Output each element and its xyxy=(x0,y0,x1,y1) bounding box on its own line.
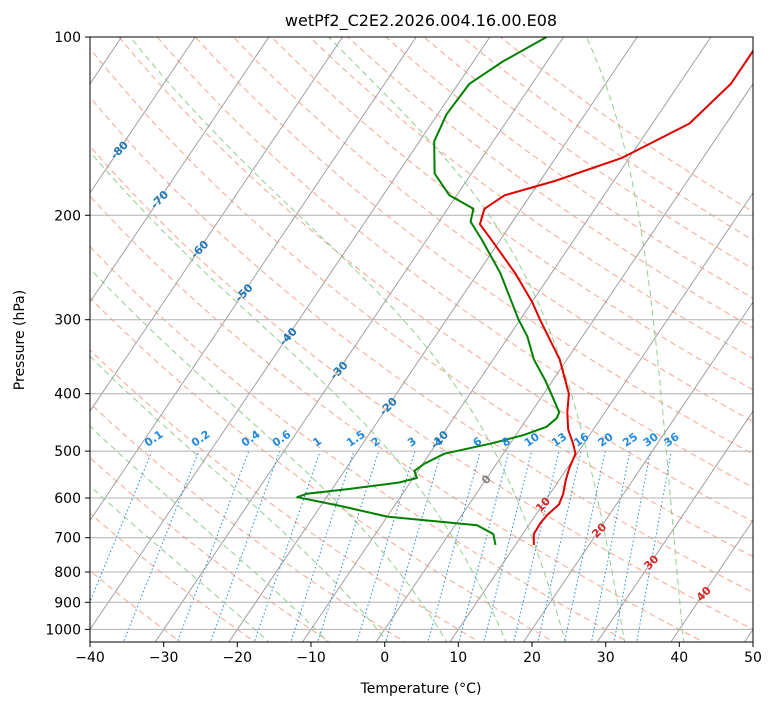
y-axis-label: Pressure (hPa) xyxy=(12,290,28,390)
x-tick-label: 50 xyxy=(744,650,762,666)
mixing-ratio-line xyxy=(563,450,606,642)
isotherm-line xyxy=(154,37,565,642)
dry-adiabat-line xyxy=(194,37,753,455)
isotherm-line xyxy=(90,37,344,413)
dry-adiabat-line xyxy=(90,245,630,642)
mixing-ratio-line xyxy=(176,450,250,642)
dry-adiabat-line xyxy=(90,195,705,642)
mixing-ratio-line xyxy=(483,450,533,642)
mixing-ratio-line xyxy=(90,450,153,603)
temperature-line xyxy=(478,49,753,545)
y-tick-label: 400 xyxy=(54,387,81,403)
mixing-ratio-line xyxy=(513,450,560,642)
mixing-ratio-line xyxy=(356,450,416,642)
x-tick-label: 30 xyxy=(597,650,615,666)
x-tick-label: 20 xyxy=(523,650,541,666)
isotherm-line xyxy=(375,82,753,642)
isotherm-line xyxy=(90,37,491,631)
isotherm-line xyxy=(523,301,753,642)
dewpoint-line xyxy=(296,37,561,546)
y-tick-label: 700 xyxy=(54,531,81,547)
y-tick-label: 500 xyxy=(54,444,81,460)
moist-adiabat-line xyxy=(90,425,329,642)
y-tick-label: 300 xyxy=(54,313,81,329)
isotherm-line xyxy=(596,410,753,642)
dry-adiabat-line xyxy=(156,37,753,489)
profile-lines xyxy=(296,37,753,546)
mixing-ratio-line xyxy=(636,451,672,642)
y-tick-label: 1000 xyxy=(45,622,81,638)
x-tick-label: 10 xyxy=(449,650,467,666)
chart-title: wetPf2_C2E2.2026.004.16.00.E08 xyxy=(285,11,557,31)
mixing-ratio-line xyxy=(590,451,631,642)
x-tick-label: −20 xyxy=(223,650,253,666)
dry-adiabat-line xyxy=(118,37,753,523)
y-tick-label: 600 xyxy=(54,491,81,507)
mixing-ratio-line xyxy=(427,450,481,642)
mixing-ratio-line xyxy=(385,450,442,642)
isotherm-line xyxy=(90,37,196,194)
y-tick-label: 100 xyxy=(54,30,81,46)
axis-ticks: −40 −30 −20 −10 0 10 20 30 40 50 100 200 300 400 500 60… xyxy=(45,30,762,666)
dry-adiabat-line xyxy=(347,37,753,329)
mixing-ratio-line xyxy=(123,450,200,642)
isotherm-line xyxy=(90,37,270,303)
isotherm-line xyxy=(302,37,712,642)
mixing-ratio-line xyxy=(317,450,380,642)
x-tick-label: 0 xyxy=(380,650,389,666)
x-tick-label: −30 xyxy=(149,650,179,666)
x-tick-label: −40 xyxy=(75,650,105,666)
dry-adiabat-line xyxy=(232,37,753,423)
isotherm-line xyxy=(90,37,417,522)
plot-frame xyxy=(89,36,754,643)
isotherm-line xyxy=(228,37,638,642)
y-tick-label: 800 xyxy=(54,565,81,581)
x-tick-label: −10 xyxy=(296,650,326,666)
isotherm-line xyxy=(670,519,753,642)
y-tick-label: 900 xyxy=(54,595,81,611)
mixing-ratio-line xyxy=(537,450,582,642)
pressure-gridlines xyxy=(90,37,753,630)
y-tick-label: 200 xyxy=(54,208,81,224)
dry-adiabat-line xyxy=(385,37,753,299)
isotherm-line xyxy=(449,191,753,642)
mixing-ratio-line xyxy=(613,451,651,642)
mixing-ratio-line xyxy=(458,450,510,642)
x-tick-label: 40 xyxy=(670,650,688,666)
x-axis-label: Temperature (°C) xyxy=(360,681,482,697)
